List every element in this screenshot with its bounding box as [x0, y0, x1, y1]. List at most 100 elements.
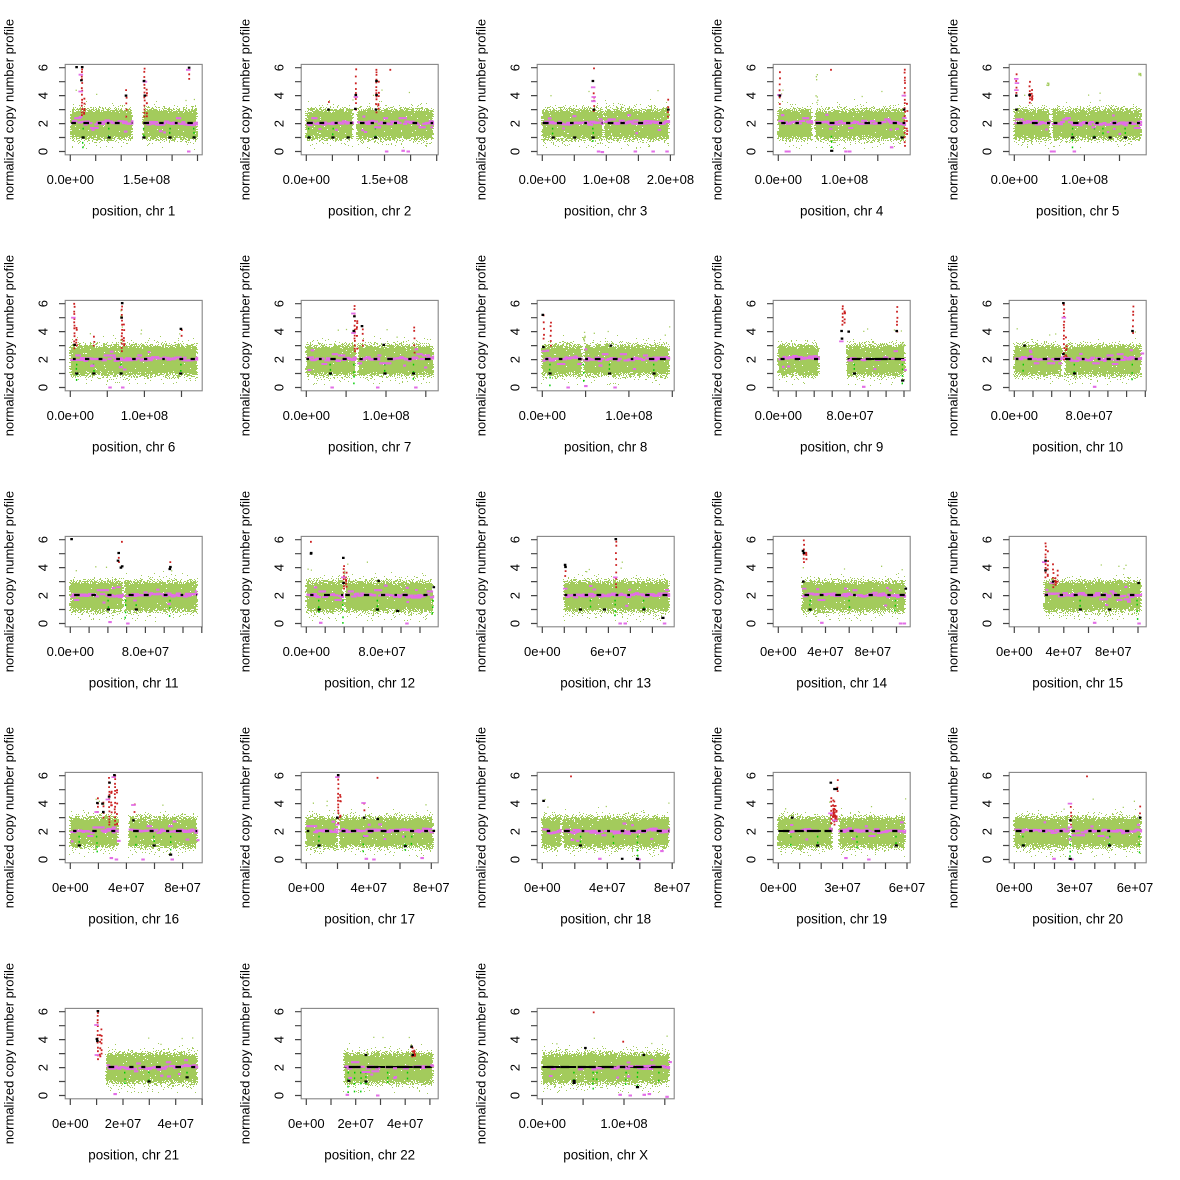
svg-text:2: 2	[272, 592, 287, 599]
svg-text:2e+07: 2e+07	[105, 1116, 142, 1131]
svg-text:position, chr 20: position, chr 20	[1032, 912, 1123, 927]
svg-text:normalized copy number profile: normalized copy number profile	[946, 727, 961, 908]
svg-text:3e+07: 3e+07	[1056, 880, 1093, 895]
svg-text:4: 4	[508, 800, 523, 807]
svg-text:normalized copy number profile: normalized copy number profile	[238, 19, 253, 200]
svg-text:0.0e+00: 0.0e+00	[991, 408, 1038, 423]
svg-text:0: 0	[36, 148, 51, 155]
svg-text:0: 0	[508, 148, 523, 155]
svg-text:2: 2	[744, 120, 759, 127]
svg-text:0.0e+00: 0.0e+00	[283, 644, 330, 659]
svg-text:0: 0	[508, 856, 523, 863]
svg-text:2: 2	[36, 592, 51, 599]
svg-text:6: 6	[508, 64, 523, 71]
svg-text:0: 0	[272, 1092, 287, 1099]
svg-text:normalized copy number profile: normalized copy number profile	[474, 255, 489, 436]
svg-text:0: 0	[980, 148, 995, 155]
svg-text:normalized copy number profile: normalized copy number profile	[2, 963, 17, 1144]
svg-text:position, chr 15: position, chr 15	[1032, 676, 1123, 691]
svg-text:normalized copy number profile: normalized copy number profile	[710, 727, 725, 908]
svg-text:0e+00: 0e+00	[524, 880, 561, 895]
svg-text:2: 2	[36, 120, 51, 127]
svg-text:4: 4	[36, 328, 51, 335]
svg-text:4e+07: 4e+07	[351, 880, 388, 895]
svg-text:2: 2	[36, 828, 51, 835]
svg-text:4e+07: 4e+07	[589, 880, 626, 895]
svg-text:2: 2	[744, 356, 759, 363]
svg-text:position, chr 6: position, chr 6	[92, 440, 175, 455]
svg-text:4: 4	[36, 92, 51, 99]
svg-text:0.0e+00: 0.0e+00	[519, 172, 566, 187]
svg-text:0: 0	[36, 1092, 51, 1099]
svg-text:0: 0	[272, 620, 287, 627]
svg-text:0.0e+00: 0.0e+00	[755, 408, 802, 423]
svg-text:6: 6	[744, 300, 759, 307]
svg-text:normalized copy number profile: normalized copy number profile	[238, 963, 253, 1144]
svg-text:6: 6	[36, 64, 51, 71]
svg-text:2e+07: 2e+07	[337, 1116, 374, 1131]
svg-text:0e+00: 0e+00	[288, 1116, 325, 1131]
svg-text:0.0e+00: 0.0e+00	[755, 172, 802, 187]
svg-text:normalized copy number profile: normalized copy number profile	[946, 491, 961, 672]
svg-text:normalized copy number profile: normalized copy number profile	[946, 19, 961, 200]
svg-text:2: 2	[508, 592, 523, 599]
svg-text:normalized copy number profile: normalized copy number profile	[2, 255, 17, 436]
svg-text:0.0e+00: 0.0e+00	[519, 408, 566, 423]
svg-text:normalized copy number profile: normalized copy number profile	[946, 255, 961, 436]
svg-text:6: 6	[36, 300, 51, 307]
svg-text:0: 0	[744, 856, 759, 863]
svg-text:2: 2	[980, 120, 995, 127]
svg-text:2: 2	[36, 1064, 51, 1071]
svg-text:0e+00: 0e+00	[524, 644, 561, 659]
svg-text:0.0e+00: 0.0e+00	[47, 408, 94, 423]
svg-text:0e+00: 0e+00	[288, 880, 325, 895]
svg-text:4: 4	[272, 1036, 287, 1043]
svg-text:6: 6	[508, 772, 523, 779]
svg-text:normalized copy number profile: normalized copy number profile	[710, 19, 725, 200]
svg-text:4: 4	[508, 564, 523, 571]
svg-text:6: 6	[272, 64, 287, 71]
svg-text:6: 6	[980, 772, 995, 779]
svg-text:0: 0	[36, 384, 51, 391]
svg-text:position, chr 8: position, chr 8	[564, 440, 647, 455]
svg-text:normalized copy number profile: normalized copy number profile	[474, 963, 489, 1144]
svg-text:0: 0	[272, 384, 287, 391]
svg-text:4: 4	[508, 1036, 523, 1043]
svg-text:position, chr 7: position, chr 7	[328, 440, 411, 455]
svg-text:8e+07: 8e+07	[654, 880, 691, 895]
svg-text:position, chr 14: position, chr 14	[796, 676, 887, 691]
svg-text:4e+07: 4e+07	[807, 644, 844, 659]
svg-text:0: 0	[272, 148, 287, 155]
svg-text:4: 4	[744, 92, 759, 99]
svg-text:position, chr 13: position, chr 13	[560, 676, 651, 691]
svg-text:1.5e+08: 1.5e+08	[361, 172, 408, 187]
svg-text:normalized copy number profile: normalized copy number profile	[2, 727, 17, 908]
svg-text:0: 0	[508, 384, 523, 391]
svg-text:6: 6	[508, 1008, 523, 1015]
svg-text:6e+07: 6e+07	[1117, 880, 1154, 895]
svg-text:1.0e+08: 1.0e+08	[1061, 172, 1108, 187]
svg-text:0e+00: 0e+00	[760, 644, 797, 659]
svg-text:0: 0	[744, 384, 759, 391]
svg-text:0: 0	[508, 1092, 523, 1099]
svg-text:1.0e+08: 1.0e+08	[605, 408, 652, 423]
svg-text:4: 4	[980, 328, 995, 335]
svg-text:4: 4	[744, 564, 759, 571]
svg-text:8.0e+07: 8.0e+07	[358, 644, 405, 659]
svg-text:normalized copy number profile: normalized copy number profile	[474, 491, 489, 672]
svg-text:4: 4	[980, 92, 995, 99]
svg-text:6: 6	[272, 1008, 287, 1015]
svg-text:0e+00: 0e+00	[760, 880, 797, 895]
svg-text:6e+07: 6e+07	[590, 644, 627, 659]
svg-text:2: 2	[980, 356, 995, 363]
svg-text:2: 2	[980, 592, 995, 599]
svg-text:normalized copy number profile: normalized copy number profile	[710, 491, 725, 672]
svg-text:2: 2	[272, 828, 287, 835]
svg-text:6: 6	[980, 536, 995, 543]
svg-text:1.0e+08: 1.0e+08	[821, 172, 868, 187]
svg-text:position, chr 1: position, chr 1	[92, 204, 175, 219]
svg-text:6: 6	[508, 536, 523, 543]
svg-text:0: 0	[980, 856, 995, 863]
svg-text:position, chr 9: position, chr 9	[800, 440, 883, 455]
svg-text:position, chr 5: position, chr 5	[1036, 204, 1119, 219]
